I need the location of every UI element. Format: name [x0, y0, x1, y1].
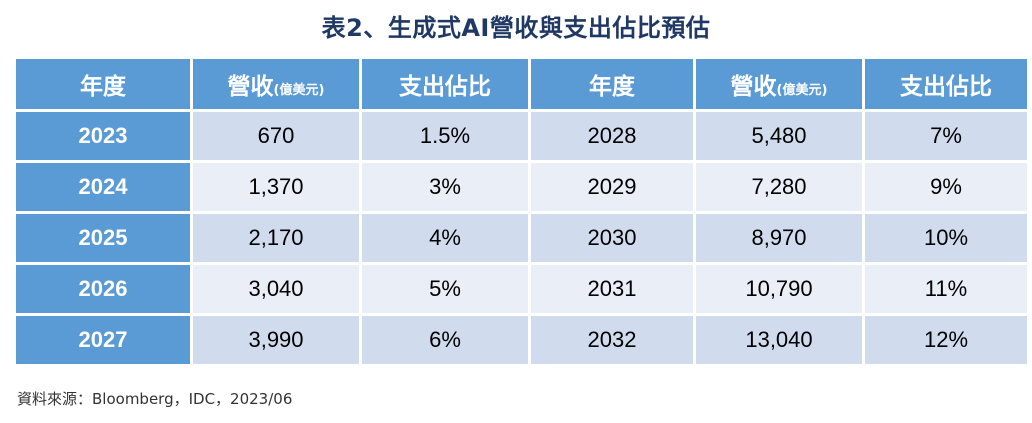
revenue-cell: 5,480	[696, 112, 862, 160]
forecast-table: 年度 營收(億美元) 支出佔比 年度 營收(億美元) 支出佔比 2023 670 1…	[13, 56, 1030, 367]
table-title: 表2、生成式AI營收與支出佔比預估	[321, 14, 711, 42]
revenue-cell: 670	[193, 112, 359, 160]
revenue-cell: 3,990	[193, 316, 359, 364]
spend-cell: 12%	[865, 316, 1027, 364]
spend-cell: 10%	[865, 214, 1027, 262]
table-row: 2027 3,990 6% 2032 13,040 12%	[16, 316, 1027, 364]
spend-cell: 4%	[362, 214, 528, 262]
source-note: 資料來源：Bloomberg，IDC，2023/06	[17, 390, 293, 408]
table-body: 2023 670 1.5% 2028 5,480 7% 2024 1,370 3% 2029 7,2…	[16, 112, 1027, 364]
revenue-cell: 1,370	[193, 163, 359, 211]
year-cell: 2029	[531, 163, 693, 211]
table-row: 2023 670 1.5% 2028 5,480 7%	[16, 112, 1027, 160]
year-cell: 2026	[16, 265, 190, 313]
spend-cell: 6%	[362, 316, 528, 364]
spend-cell: 9%	[865, 163, 1027, 211]
year-cell: 2027	[16, 316, 190, 364]
year-cell: 2031	[531, 265, 693, 313]
table-row: 2026 3,040 5% 2031 10,790 11%	[16, 265, 1027, 313]
header-revenue-label: 營收	[730, 74, 777, 100]
spend-cell: 5%	[362, 265, 528, 313]
header-revenue-right: 營收(億美元)	[696, 59, 862, 109]
year-cell: 2030	[531, 214, 693, 262]
header-revenue-left: 營收(億美元)	[193, 59, 359, 109]
revenue-cell: 2,170	[193, 214, 359, 262]
revenue-cell: 13,040	[696, 316, 862, 364]
header-year-right: 年度	[531, 59, 693, 109]
revenue-cell: 8,970	[696, 214, 862, 262]
spend-cell: 3%	[362, 163, 528, 211]
year-cell: 2023	[16, 112, 190, 160]
spend-cell: 7%	[865, 112, 1027, 160]
header-spend-right: 支出佔比	[865, 59, 1027, 109]
header-revenue-unit: (億美元)	[273, 83, 325, 98]
header-revenue-unit: (億美元)	[776, 83, 828, 98]
year-cell: 2032	[531, 316, 693, 364]
year-cell: 2024	[16, 163, 190, 211]
revenue-cell: 7,280	[696, 163, 862, 211]
year-cell: 2028	[531, 112, 693, 160]
table-row: 2025 2,170 4% 2030 8,970 10%	[16, 214, 1027, 262]
spend-cell: 1.5%	[362, 112, 528, 160]
year-cell: 2025	[16, 214, 190, 262]
revenue-cell: 10,790	[696, 265, 862, 313]
header-spend-left: 支出佔比	[362, 59, 528, 109]
header-row: 年度 營收(億美元) 支出佔比 年度 營收(億美元) 支出佔比	[16, 59, 1027, 109]
table-row: 2024 1,370 3% 2029 7,280 9%	[16, 163, 1027, 211]
header-revenue-label: 營收	[227, 74, 274, 100]
spend-cell: 11%	[865, 265, 1027, 313]
revenue-cell: 3,040	[193, 265, 359, 313]
header-year-left: 年度	[16, 59, 190, 109]
